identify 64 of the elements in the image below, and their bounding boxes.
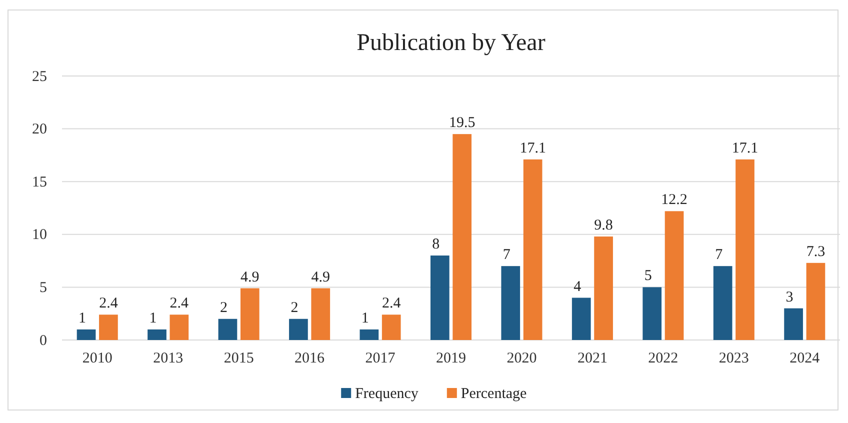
bar (594, 236, 613, 340)
bar (218, 318, 238, 340)
y-tick-label: 25 (32, 68, 47, 85)
bar (736, 159, 754, 340)
bar (806, 262, 826, 340)
bar (382, 314, 401, 340)
bar (430, 256, 450, 340)
bar (311, 288, 330, 340)
bar (784, 308, 803, 340)
x-tick-label: 2023 (718, 350, 749, 366)
data-label: 17.1 (732, 140, 758, 156)
x-tick-label: 2015 (224, 350, 254, 366)
chart-title: Publication by Year (356, 30, 546, 56)
data-label: 7 (502, 247, 511, 264)
data-label: 2 (220, 300, 228, 316)
y-tick-label: 10 (32, 227, 47, 244)
legend-label: Percentage (460, 386, 528, 402)
data-label: 2.4 (99, 296, 118, 312)
data-label: 4.9 (311, 269, 330, 286)
bar (452, 134, 472, 340)
data-label: 5 (644, 268, 652, 284)
y-tick-label: 5 (40, 280, 47, 296)
data-label: 9.8 (594, 218, 613, 234)
x-tick-label: 2019 (436, 350, 466, 366)
bar (664, 211, 684, 340)
bar (76, 329, 96, 340)
x-tick-label: 2024 (790, 350, 820, 366)
bar (523, 159, 542, 340)
y-tick-label: 0 (40, 332, 47, 349)
bar (240, 288, 260, 340)
y-tick-label: 15 (32, 174, 47, 190)
x-tick-label: 2022 (648, 350, 678, 366)
bar (360, 329, 379, 340)
data-label: 4 (574, 278, 582, 295)
data-label: 7 (715, 247, 724, 264)
data-label: 12.2 (661, 192, 688, 208)
data-label: 2.4 (382, 296, 402, 312)
data-label: 3 (786, 289, 794, 306)
bar (148, 329, 166, 340)
bar (289, 318, 308, 340)
y-tick-label: 20 (32, 122, 47, 138)
x-tick-label: 2016 (294, 350, 326, 366)
data-label: 8 (432, 236, 440, 253)
x-tick-label: 2013 (153, 350, 184, 366)
data-label: 2 (290, 300, 298, 316)
bar (99, 314, 118, 340)
data-label: 1 (78, 310, 86, 326)
bar (572, 298, 591, 340)
data-label: 1 (361, 310, 369, 326)
data-label: 4.9 (240, 269, 260, 286)
x-tick-label: 2017 (365, 350, 396, 366)
x-tick-label: 2020 (506, 350, 537, 366)
data-label: 19.5 (448, 115, 476, 132)
legend-label: Frequency (355, 386, 419, 402)
x-tick-label: 2010 (82, 350, 112, 366)
bar (501, 266, 520, 340)
bar (170, 314, 189, 340)
data-label: 7.3 (806, 244, 826, 260)
bar (642, 287, 662, 340)
x-tick-label: 2021 (577, 350, 608, 366)
data-label: 1 (149, 310, 157, 326)
data-label: 2.4 (170, 296, 190, 312)
data-label: 17.1 (520, 140, 546, 156)
bar (713, 266, 732, 340)
